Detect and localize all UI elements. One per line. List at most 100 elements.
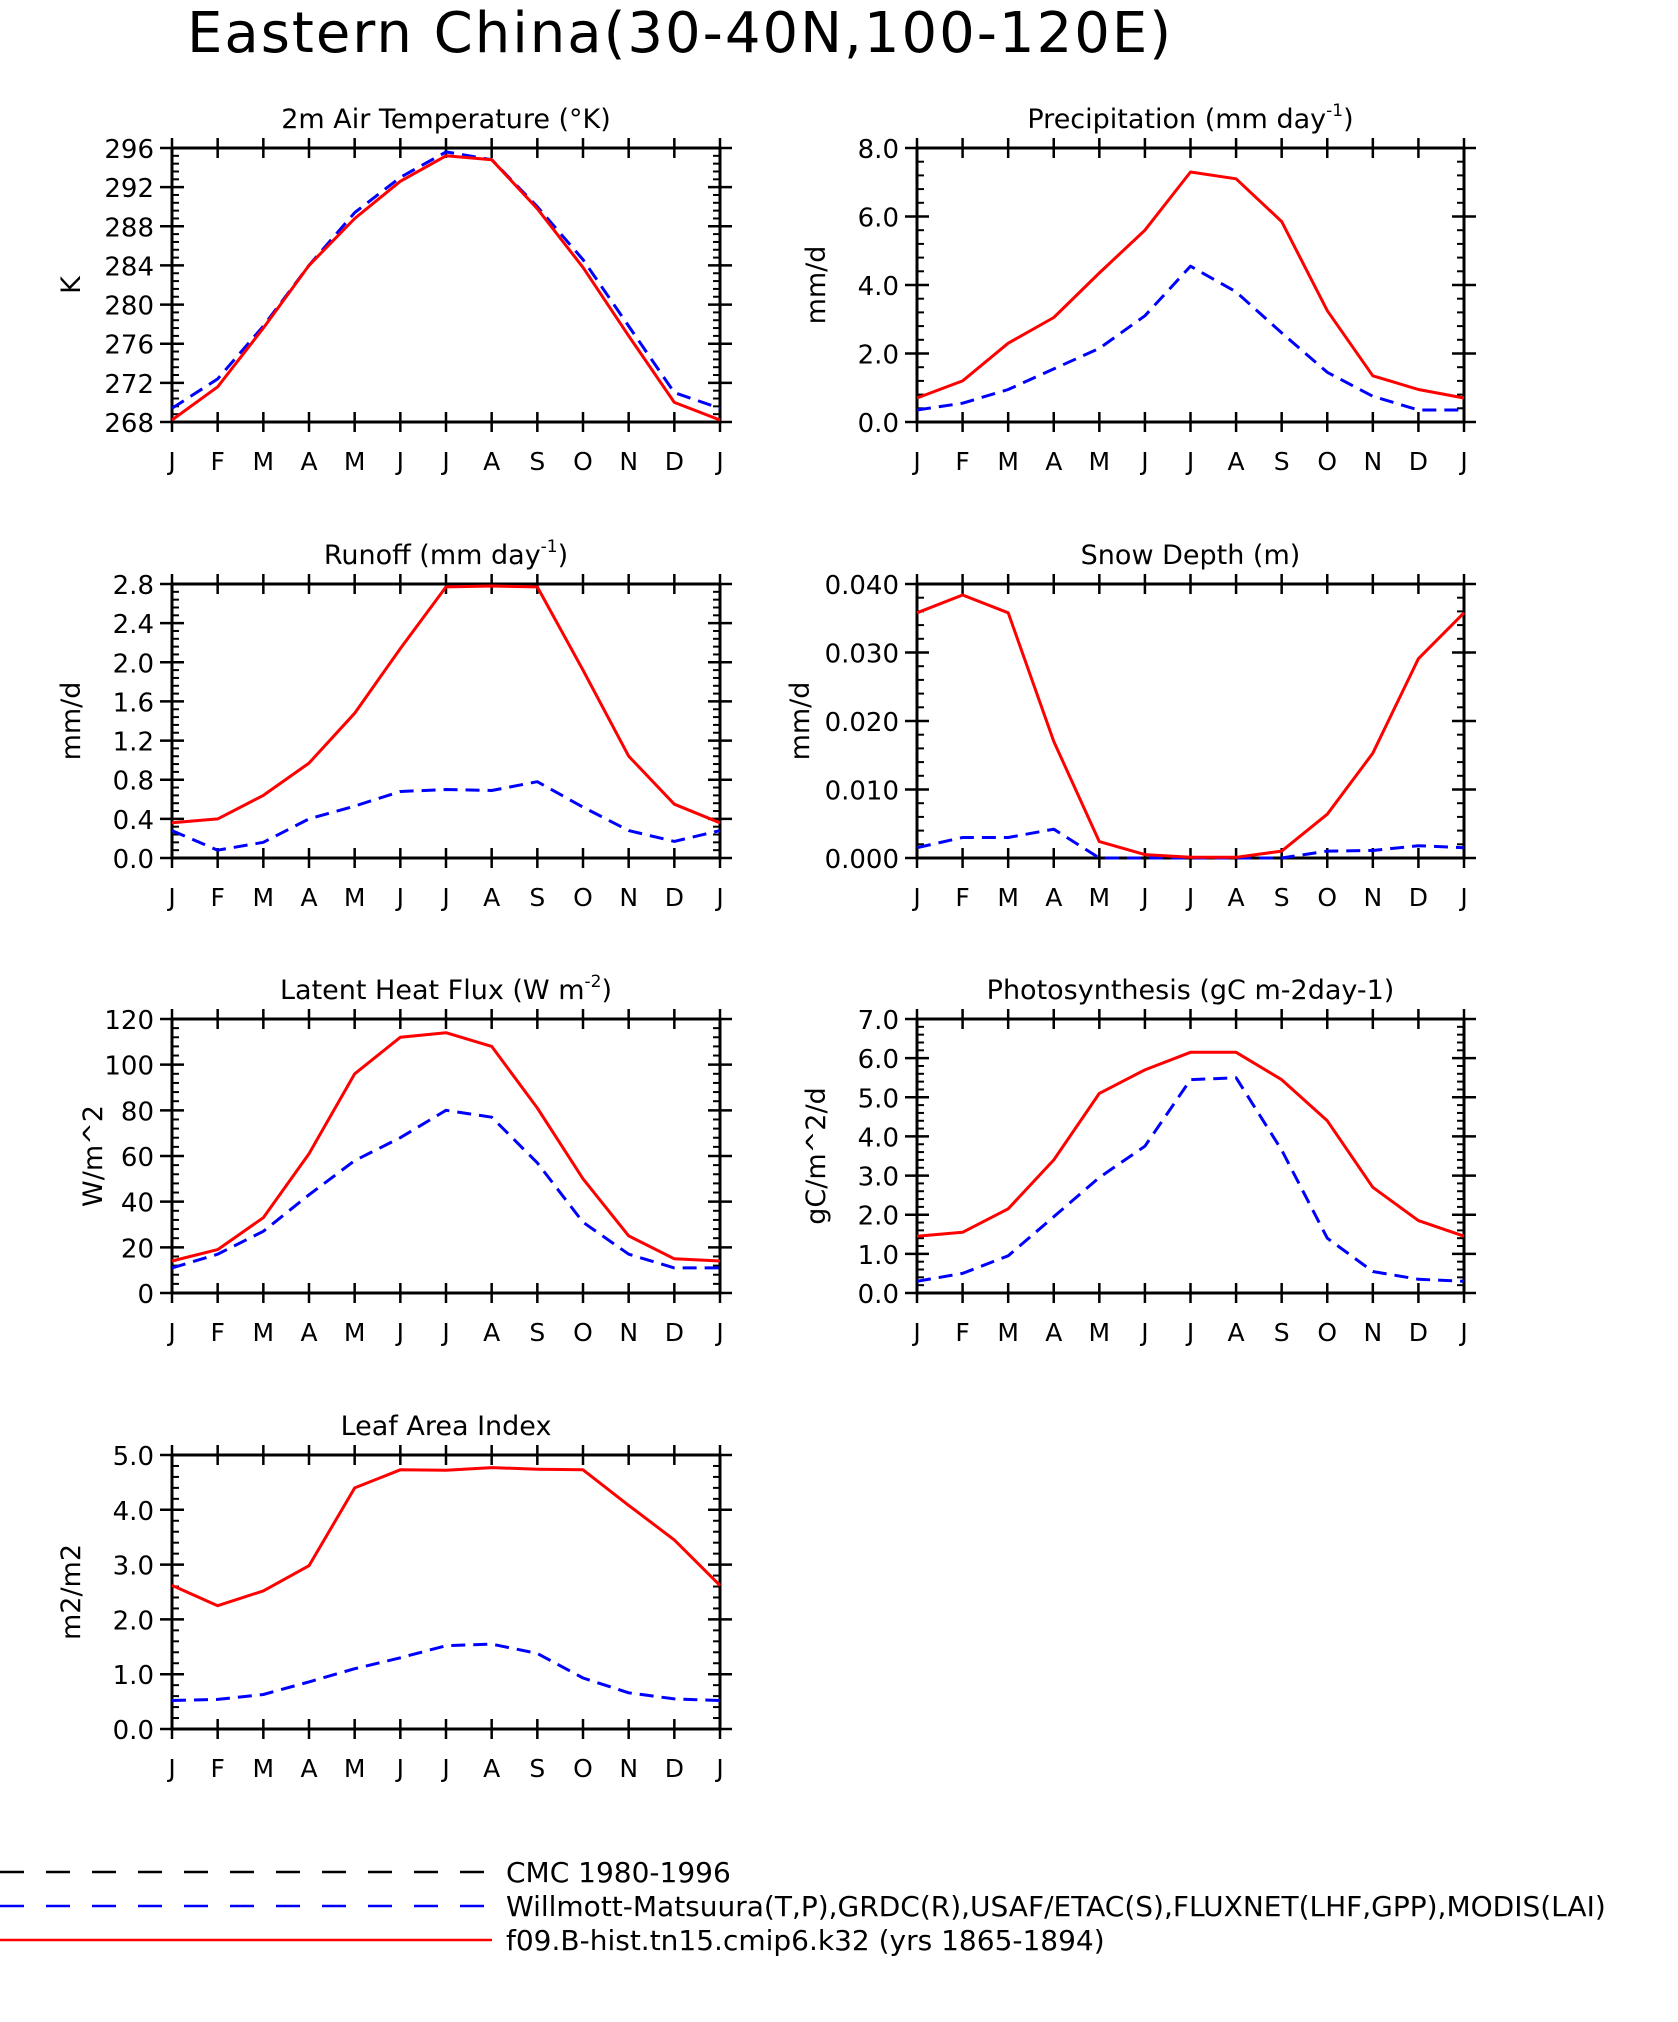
panel-title: Precipitation (mm day-1)	[1027, 101, 1353, 135]
plot-frame	[170, 582, 722, 860]
y-tick-label: 2.0	[858, 1202, 899, 1232]
panel-title: Photosynthesis (gC m-2day-1)	[987, 975, 1395, 1006]
x-tick-label: N	[619, 1318, 638, 1347]
x-tick-label: F	[210, 1318, 224, 1347]
x-tick-label: S	[529, 883, 545, 912]
panel-title: Leaf Area Index	[341, 1411, 552, 1442]
y-tick-label: 0.4	[113, 806, 154, 836]
panel-title: Latent Heat Flux (W m-2)	[280, 972, 612, 1006]
x-tick-label: J	[1139, 447, 1148, 476]
x-tick-label: A	[483, 1754, 500, 1783]
x-tick-label: M	[344, 1318, 366, 1347]
panel-title: Runoff (mm day-1)	[324, 537, 568, 571]
plot-frame	[170, 1017, 722, 1295]
x-tick-label: M	[344, 883, 366, 912]
series-line	[916, 593, 1466, 859]
series-line	[916, 1076, 1465, 1283]
plot-frame	[915, 1017, 1466, 1295]
x-tick-label: F	[955, 883, 969, 912]
x-tick-label: M	[344, 1754, 366, 1783]
x-tick-label: M	[997, 883, 1019, 912]
legend-label: CMC 1980-1996	[506, 1856, 731, 1889]
x-tick-label: J	[1458, 1318, 1467, 1347]
series-line	[171, 1466, 722, 1608]
y-tick-label: 40	[121, 1189, 154, 1219]
x-tick-label: D	[665, 447, 684, 476]
x-tick-label: O	[1317, 1318, 1337, 1347]
x-tick-label: A	[300, 883, 317, 912]
chart-panel: 0.01.02.03.04.05.06.07.0J F M A M J J A S O N D JgC/…	[801, 975, 1476, 1347]
y-tick-label: 0.0	[858, 409, 899, 439]
x-tick-label: M	[344, 447, 366, 476]
series-line	[171, 584, 721, 825]
x-tick-label: S	[529, 1318, 545, 1347]
x-tick-label: D	[665, 883, 684, 912]
x-tick-label: S	[529, 447, 545, 476]
x-tick-label: J	[395, 447, 404, 476]
y-axis-label: m2/m2	[56, 1544, 87, 1640]
y-tick-label: 0.0	[113, 845, 154, 875]
x-tick-label: A	[1045, 883, 1062, 912]
panel-title: 2m Air Temperature (°K)	[281, 104, 611, 135]
y-tick-label: 7.0	[858, 1006, 899, 1036]
x-tick-label: O	[573, 1318, 593, 1347]
y-axis-label: mm/d	[56, 682, 87, 761]
x-tick-label: M	[1089, 447, 1111, 476]
y-tick-label: 6.0	[858, 1045, 899, 1075]
x-tick-label: A	[1045, 447, 1062, 476]
x-tick-label: F	[955, 447, 969, 476]
y-tick-label: 284	[104, 252, 154, 282]
x-tick-label: S	[1274, 883, 1290, 912]
x-tick-label: M	[253, 883, 275, 912]
y-tick-label: 292	[104, 174, 154, 204]
x-tick-label: M	[1089, 883, 1111, 912]
y-tick-label: 288	[104, 213, 154, 243]
y-tick-label: 5.0	[858, 1084, 899, 1114]
series-line	[916, 1050, 1465, 1238]
y-tick-label: 20	[121, 1234, 154, 1264]
x-tick-label: J	[166, 1318, 175, 1347]
x-tick-label: J	[911, 1318, 920, 1347]
x-tick-label: N	[1363, 1318, 1382, 1347]
y-tick-label: 1.0	[113, 1661, 154, 1691]
x-tick-label: N	[619, 447, 638, 476]
x-tick-label: J	[440, 883, 449, 912]
x-tick-label: J	[714, 1318, 723, 1347]
x-tick-label: A	[483, 447, 500, 476]
x-tick-label: O	[1317, 883, 1337, 912]
y-tick-label: 5.0	[113, 1442, 154, 1472]
chart-panel: 0.00.40.81.21.62.02.42.8J F M A M J J A S O N D Jmm/…	[56, 537, 732, 912]
y-tick-label: 2.0	[113, 1606, 154, 1636]
y-tick-label: 2.4	[113, 610, 154, 640]
y-tick-label: 6.0	[858, 204, 899, 234]
x-tick-label: S	[1274, 1318, 1290, 1347]
x-tick-label: D	[1409, 1318, 1428, 1347]
x-tick-label: J	[395, 883, 404, 912]
y-axis-label: mm/d	[785, 682, 816, 761]
x-tick-label: J	[395, 1318, 404, 1347]
x-tick-label: N	[619, 883, 638, 912]
series-line	[916, 170, 1465, 400]
x-tick-label: N	[619, 1754, 638, 1783]
figure-title: Eastern China(30-40N,100-120E)	[187, 1, 1173, 66]
y-tick-label: 0.0	[858, 1280, 899, 1310]
x-tick-label: A	[300, 1318, 317, 1347]
x-tick-label: J	[714, 447, 723, 476]
x-tick-label: M	[253, 1318, 275, 1347]
x-tick-label: J	[714, 883, 723, 912]
x-tick-label: J	[1139, 883, 1148, 912]
y-tick-label: 4.0	[858, 272, 899, 302]
x-tick-label: D	[1409, 883, 1428, 912]
y-tick-label: 0.000	[825, 845, 899, 875]
y-axis-label: K	[56, 275, 87, 294]
x-tick-label: M	[253, 1754, 275, 1783]
panel-title: Snow Depth (m)	[1081, 540, 1301, 571]
plot-frame	[170, 1453, 722, 1731]
x-tick-label: J	[911, 883, 920, 912]
plot-frame	[915, 582, 1466, 860]
legend-label: Willmott-Matsuura(T,P),GRDC(R),USAF/ETAC…	[506, 1890, 1606, 1923]
y-tick-label: 0.010	[825, 777, 899, 807]
